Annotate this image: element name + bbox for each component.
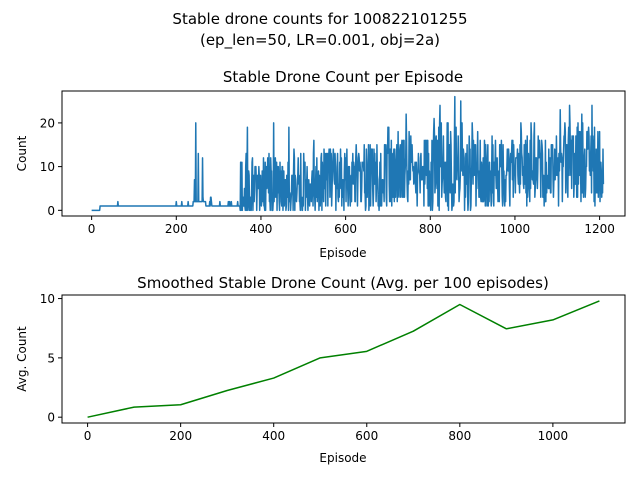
figure-suptitle-line1: Stable drone counts for 100822101255 <box>172 10 467 28</box>
smoothed-count-xtick-label: 400 <box>262 429 285 443</box>
smoothed-count-ytick-label: 0 <box>47 411 55 425</box>
episode-count-xtick-label: 1200 <box>584 222 615 236</box>
smoothed-count-chart-ylabel: Avg. Count <box>15 326 29 392</box>
smoothed-count-chart-xlabel: Episode <box>319 451 366 465</box>
episode-count-ytick-label: 20 <box>40 116 55 130</box>
smoothed-count-chart-title: Smoothed Stable Drone Count (Avg. per 10… <box>137 274 549 292</box>
episode-count-chart-ticks: 0 200 400 600 800 1000 1200 0 10 20 <box>40 116 615 236</box>
smoothed-count-xtick-label: 800 <box>448 429 471 443</box>
episode-count-chart-ylabel: Count <box>15 135 29 171</box>
episode-count-series-line <box>91 95 605 212</box>
episode-count-chart-xlabel: Episode <box>319 246 366 260</box>
smoothed-count-points <box>87 300 600 418</box>
episode-count-xtick-label: 400 <box>250 222 273 236</box>
episode-count-xtick-label: 0 <box>88 222 96 236</box>
smoothed-count-ytick-label: 10 <box>40 292 55 306</box>
episode-count-chart-title: Stable Drone Count per Episode <box>223 68 463 86</box>
episode-count-xtick-label: 600 <box>334 222 357 236</box>
smoothed-count-chart: Smoothed Stable Drone Count (Avg. per 10… <box>15 274 626 465</box>
episode-count-chart-frame <box>61 90 626 217</box>
episode-count-xtick-label: 800 <box>419 222 442 236</box>
episode-count-xtick-label: 200 <box>165 222 188 236</box>
episode-count-chart: Stable Drone Count per Episode 0 200 400 60… <box>15 68 626 260</box>
episode-count-ytick-label: 10 <box>40 160 55 174</box>
smoothed-count-xtick-label: 200 <box>169 429 192 443</box>
smoothed-count-xtick-label: 0 <box>84 429 92 443</box>
smoothed-count-chart-ticks: 0 200 400 600 800 1000 0 5 10 <box>40 292 568 443</box>
smoothed-count-xtick-label: 1000 <box>538 429 569 443</box>
smoothed-count-xtick-label: 600 <box>355 429 378 443</box>
smoothed-count-chart-frame <box>61 294 626 424</box>
episode-count-xtick-label: 1000 <box>500 222 531 236</box>
smoothed-count-series-line <box>87 300 600 418</box>
smoothed-count-ytick-label: 5 <box>47 351 55 365</box>
episode-count-ytick-label: 0 <box>47 204 55 218</box>
figure-suptitle-line2: (ep_len=50, LR=0.001, obj=2a) <box>200 31 440 50</box>
